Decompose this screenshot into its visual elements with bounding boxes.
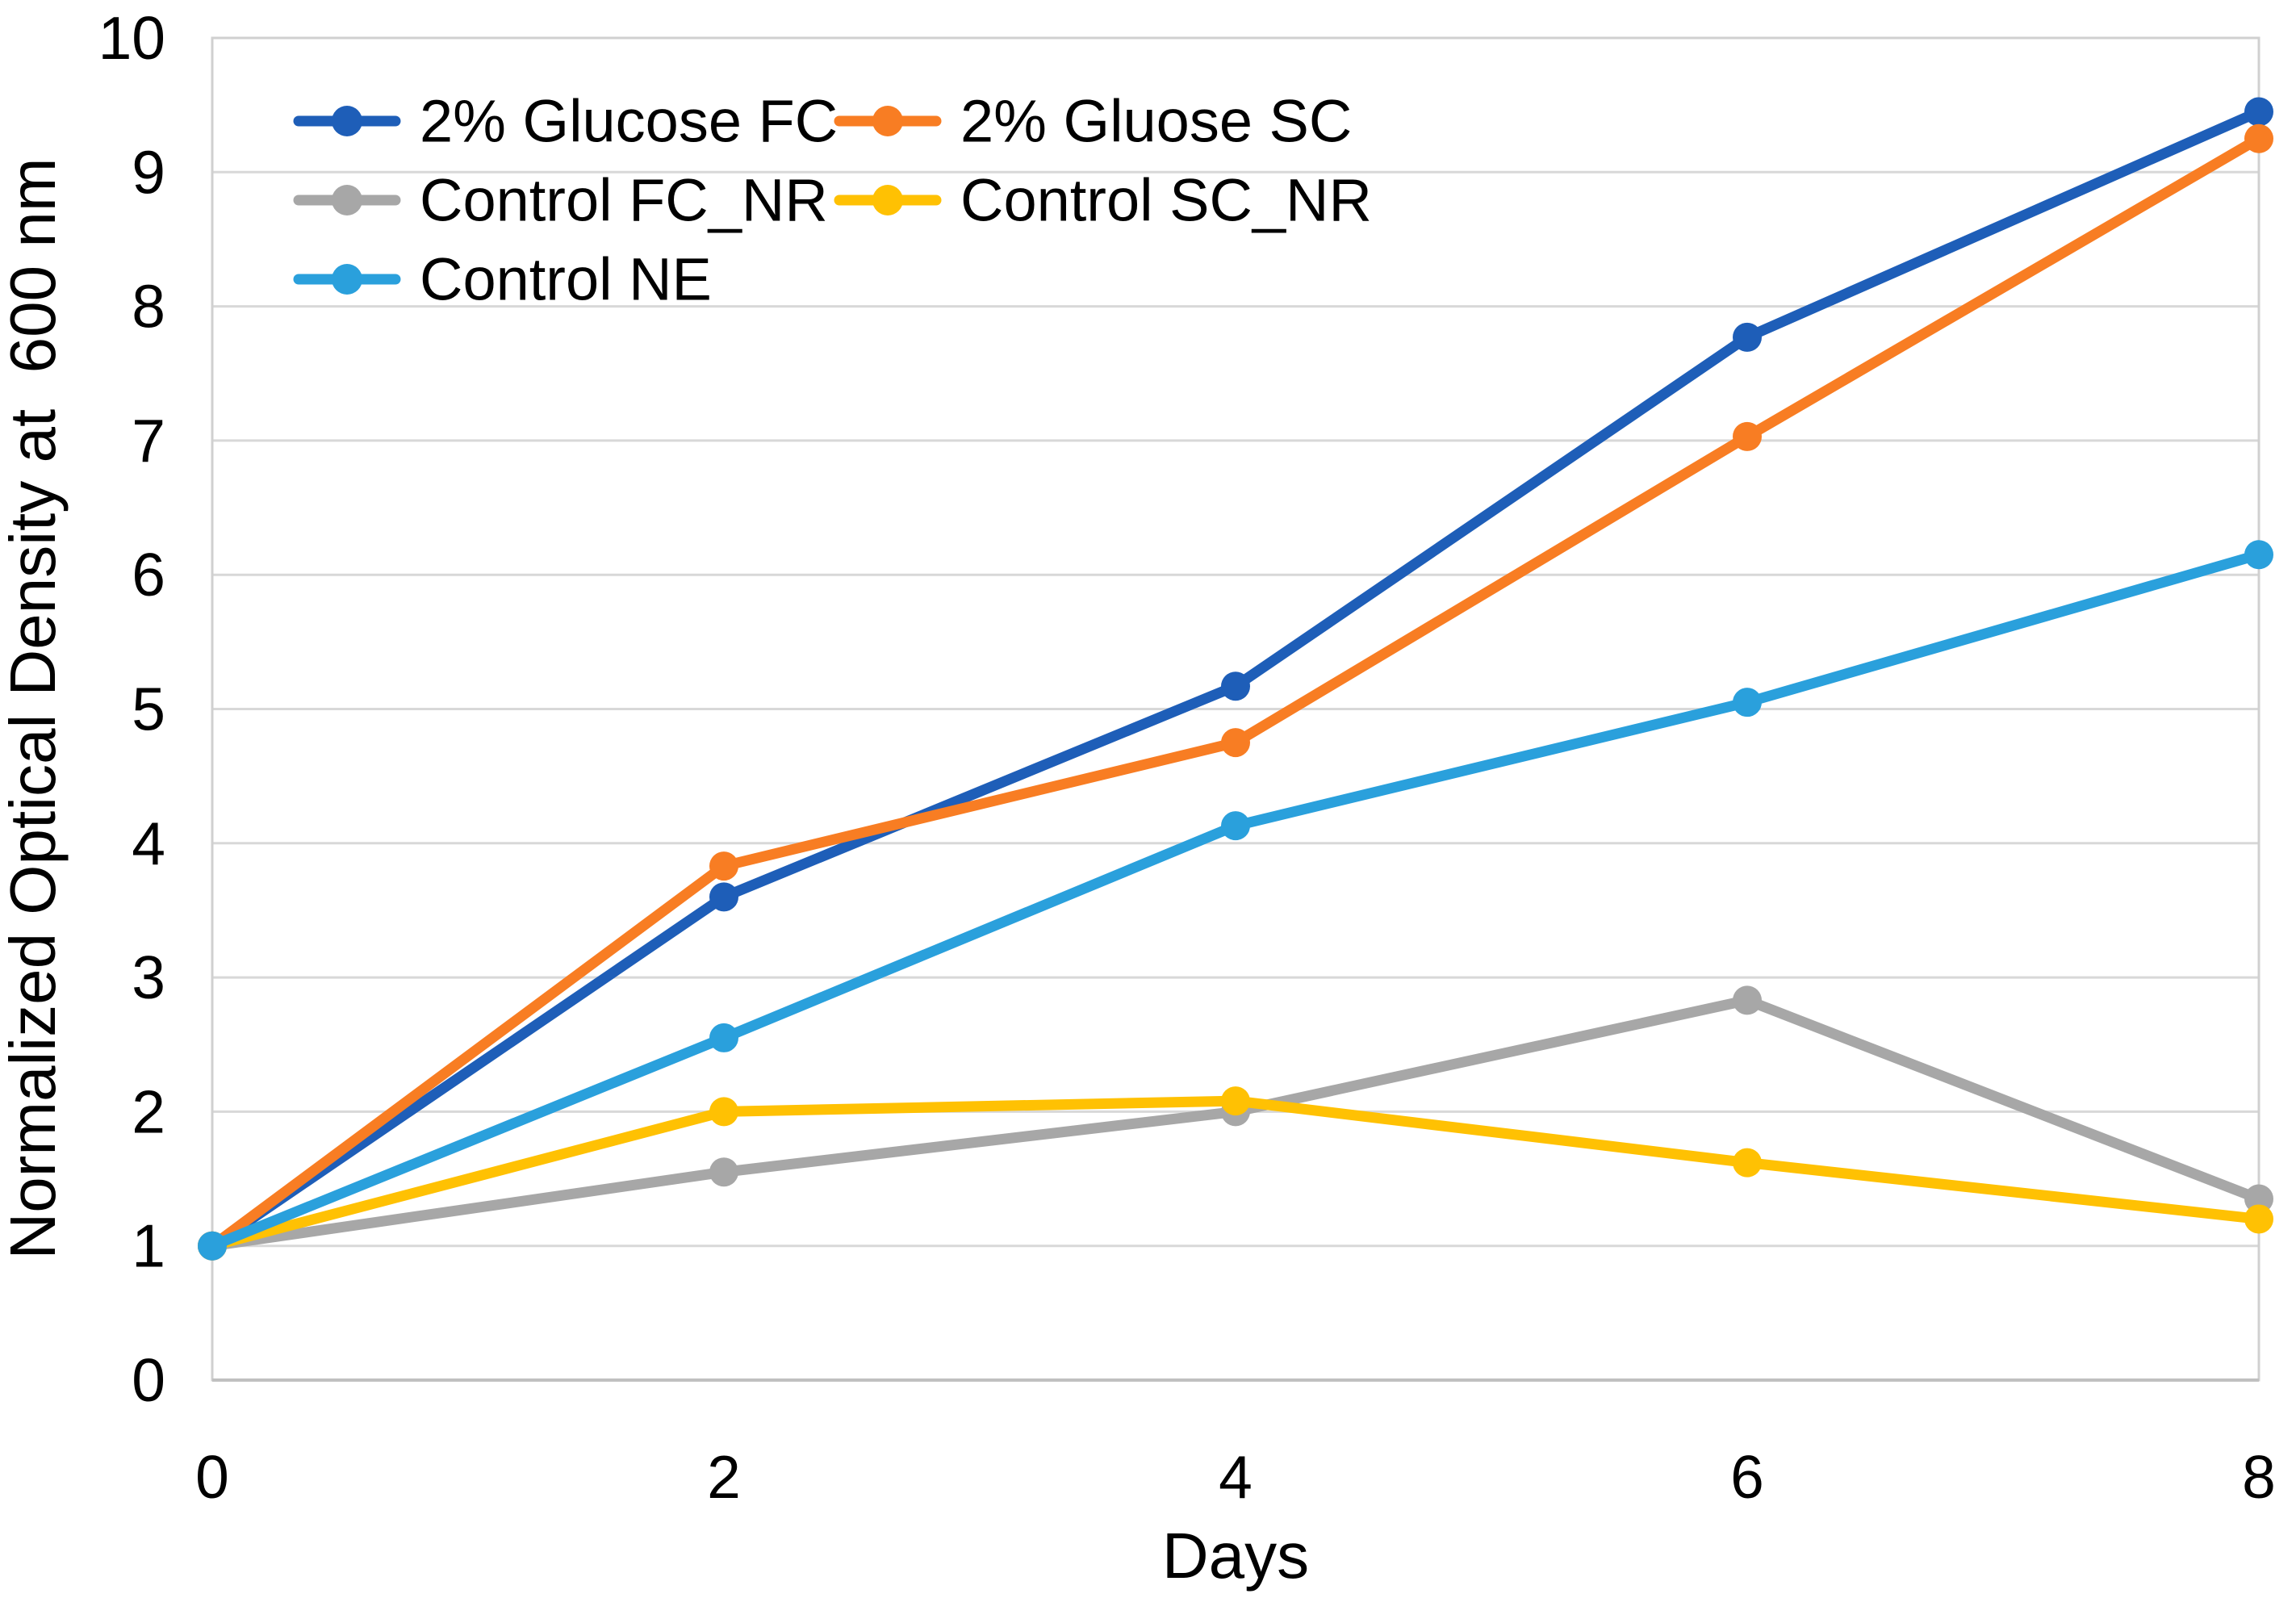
series-marker <box>2244 540 2273 570</box>
y-tick-label: 8 <box>132 273 165 341</box>
series-marker <box>1221 728 1250 758</box>
series-marker <box>1733 1148 1762 1178</box>
legend-item-marker <box>332 106 362 136</box>
series-marker <box>709 882 738 912</box>
y-tick-label: 2 <box>132 1077 165 1145</box>
legend-item-label: Control FC_NR <box>420 167 828 234</box>
series-marker <box>1221 1086 1250 1116</box>
legend-item-label: 2% Gluose SC <box>960 88 1352 155</box>
series-marker <box>709 1097 738 1127</box>
legend-item-marker <box>872 185 903 215</box>
series-marker <box>709 1023 738 1052</box>
x-tick-label: 8 <box>2242 1443 2276 1511</box>
series-marker <box>1733 322 1762 352</box>
series-marker <box>709 851 738 881</box>
y-tick-label: 0 <box>132 1346 165 1414</box>
legend-item-label: 2% Glucose FC <box>420 88 838 155</box>
legend-item-marker <box>872 106 903 136</box>
legend-item-label: Control NE <box>420 246 712 313</box>
legend-item-label: Control SC_NR <box>960 167 1372 234</box>
y-tick-label: 9 <box>132 138 165 206</box>
x-tick-label: 4 <box>1219 1443 1253 1511</box>
y-tick-label: 1 <box>132 1212 165 1280</box>
series-marker <box>2244 97 2273 127</box>
series-marker <box>1733 421 1762 451</box>
series-marker <box>1221 671 1250 701</box>
y-tick-label: 5 <box>132 676 165 743</box>
series-marker <box>2244 1184 2273 1214</box>
series-marker <box>2244 123 2273 153</box>
chart-generated-layer: 0 1 2 3 4 5 6 7 8 9 10 0 2 4 6 8 2% Glucose FC 2% Gluose … <box>98 4 2276 1511</box>
y-tick-label: 7 <box>132 407 165 475</box>
x-axis-title: Days <box>1162 1520 1309 1592</box>
series-marker <box>1221 811 1250 841</box>
series-marker <box>1733 688 1762 717</box>
x-tick-label: 6 <box>1730 1443 1764 1511</box>
y-tick-label: 10 <box>98 4 165 72</box>
legend-item-marker <box>332 185 362 215</box>
y-tick-label: 4 <box>132 809 165 877</box>
x-tick-label: 2 <box>707 1443 741 1511</box>
y-tick-label: 6 <box>132 541 165 609</box>
series-marker <box>2244 1204 2273 1234</box>
series-marker <box>1733 985 1762 1015</box>
x-tick-label: 0 <box>195 1443 229 1511</box>
series-marker <box>198 1231 227 1261</box>
legend-item-marker <box>332 264 362 295</box>
series-marker <box>709 1157 738 1187</box>
series-line <box>207 549 2265 1252</box>
y-axis-title: Normalized Optical Density at 600 nm <box>0 158 69 1260</box>
y-tick-label: 3 <box>132 943 165 1011</box>
